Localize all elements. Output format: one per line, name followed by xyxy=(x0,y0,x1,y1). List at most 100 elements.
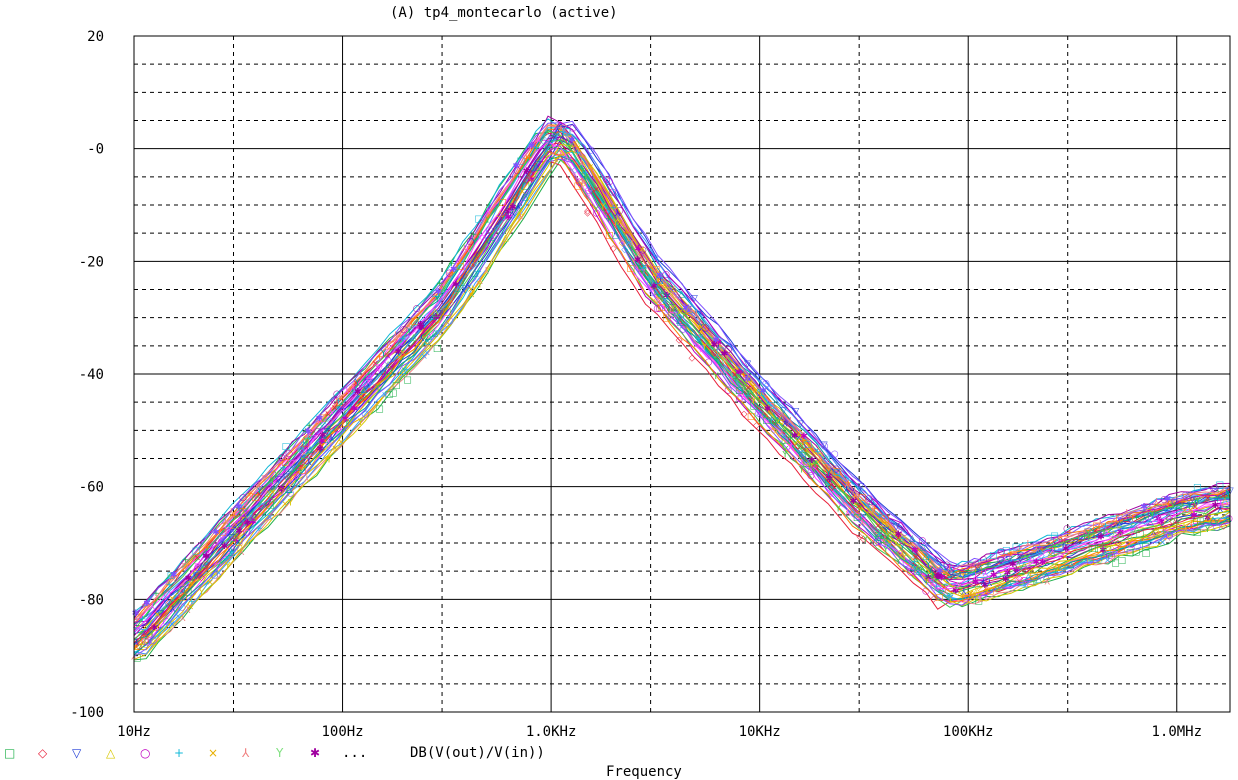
trace-marker: ✱ xyxy=(744,375,752,385)
trace-marker: ○ xyxy=(400,325,408,335)
trace-marker: ◇ xyxy=(369,382,376,392)
trace-marker: ⅄ xyxy=(327,407,334,417)
trace-marker: × xyxy=(943,573,951,583)
trace-marker: + xyxy=(228,547,236,557)
plot-frame xyxy=(133,35,1231,713)
trace-marker: ○ xyxy=(871,498,879,508)
trace-marker: △ xyxy=(522,193,529,203)
trace-marker: × xyxy=(194,554,202,564)
trace-marker: ○ xyxy=(1078,531,1086,541)
trace-marker: + xyxy=(622,228,630,238)
trace-marker: ▽ xyxy=(1171,499,1178,509)
trace-marker: ✱ xyxy=(952,586,960,596)
trace-marker: ◇ xyxy=(619,239,626,249)
trace-marker: △ xyxy=(558,128,565,138)
trace-marker: ○ xyxy=(227,529,235,539)
trace-marker: ✱ xyxy=(972,577,980,587)
trace-marker: ◇ xyxy=(173,589,180,599)
trace-marker: ⅄ xyxy=(632,255,639,265)
trace-marker: △ xyxy=(653,268,660,278)
trace-marker: ◇ xyxy=(753,421,760,431)
trace-marker: ✱ xyxy=(528,142,536,152)
trace-marker: □ xyxy=(266,501,275,511)
trace-marker: + xyxy=(845,478,853,488)
trace-marker: ○ xyxy=(807,467,815,477)
trace-marker: + xyxy=(1066,528,1074,538)
trace-marker: ✱ xyxy=(1157,518,1165,528)
trace-marker: ▽ xyxy=(340,407,347,417)
trace-marker: □ xyxy=(914,567,923,577)
trace-marker: □ xyxy=(218,528,227,538)
trace-marker: + xyxy=(302,427,310,437)
trace-marker: ⅄ xyxy=(460,244,467,254)
trace-marker: × xyxy=(1091,526,1099,536)
trace-marker: ◇ xyxy=(1186,522,1193,532)
trace-marker: + xyxy=(851,492,859,502)
trace-marker: △ xyxy=(546,140,553,150)
trace-marker: △ xyxy=(140,630,147,640)
trace-marker: + xyxy=(246,490,254,500)
trace-marker: ▽ xyxy=(934,583,941,593)
trace-marker: ◇ xyxy=(588,186,595,196)
trace-marker: ○ xyxy=(587,146,595,156)
trace-marker: △ xyxy=(304,451,311,461)
trace-marker: × xyxy=(1159,538,1167,548)
trace-marker: △ xyxy=(757,388,764,398)
trace-marker: + xyxy=(1137,538,1145,548)
trace-marker: △ xyxy=(874,533,881,543)
trace-marker: ○ xyxy=(513,166,521,176)
trace-marker: □ xyxy=(516,157,525,167)
trace-marker: ✱ xyxy=(849,497,857,507)
trace-marker: × xyxy=(255,490,263,500)
trace-marker: + xyxy=(1160,528,1168,538)
trace-marker: + xyxy=(436,279,444,289)
trace-marker: × xyxy=(396,353,404,363)
trace-marker: ◇ xyxy=(1220,522,1227,532)
chart-title: (A) tp4_montecarlo (active) xyxy=(390,5,618,21)
trace-marker: ⅄ xyxy=(1027,556,1034,566)
trace-marker: ▽ xyxy=(1084,527,1091,537)
trace-marker: ▽ xyxy=(1118,518,1125,528)
trace-marker: ◇ xyxy=(1151,527,1158,537)
trace-marker: ◇ xyxy=(621,245,628,255)
trace-marker: ⅄ xyxy=(843,486,850,496)
trace-marker: □ xyxy=(1115,513,1124,523)
trace-marker: ◇ xyxy=(278,487,285,497)
trace-marker: Y xyxy=(895,557,902,567)
trace-marker: ○ xyxy=(901,527,909,537)
trace-marker: △ xyxy=(1133,525,1140,535)
trace-marker: + xyxy=(745,389,753,399)
trace-marker: ◇ xyxy=(494,223,501,233)
trace-marker: ✱ xyxy=(800,432,808,442)
trace-marker: □ xyxy=(1002,546,1011,556)
trace-marker: + xyxy=(605,214,613,224)
trace-marker: ◇ xyxy=(430,319,437,329)
trace-marker: + xyxy=(684,308,692,318)
trace-marker: □ xyxy=(698,323,707,333)
trace-marker: + xyxy=(884,534,892,544)
legend-marker: ▽ xyxy=(72,746,82,760)
trace-marker: × xyxy=(319,437,327,447)
trace-marker: ⅄ xyxy=(946,565,953,575)
trace-marker: ▽ xyxy=(968,562,975,572)
trace-marker: □ xyxy=(1092,521,1101,531)
trace-marker: ✱ xyxy=(1062,544,1070,554)
trace-marker: × xyxy=(697,333,705,343)
trace-marker: ⅄ xyxy=(482,266,489,276)
trace-marker: ▽ xyxy=(164,599,171,609)
trace-marker: ○ xyxy=(609,187,617,197)
trace-marker: ▽ xyxy=(1125,540,1132,550)
trace-marker: ◇ xyxy=(1028,555,1035,565)
trace-marker: ✱ xyxy=(1004,569,1012,579)
trace-marker: ◇ xyxy=(298,445,305,455)
trace-marker: ◇ xyxy=(461,271,468,281)
trace-marker: ◇ xyxy=(1114,538,1121,548)
trace-marker: ✱ xyxy=(895,530,903,540)
trace-marker: + xyxy=(814,447,822,457)
trace-marker: ○ xyxy=(1166,495,1174,505)
trace-marker: ⅄ xyxy=(535,136,542,146)
trace-marker: △ xyxy=(325,424,332,434)
trace-marker: × xyxy=(781,432,789,442)
trace-marker: Y xyxy=(1224,490,1231,500)
trace-marker: Y xyxy=(1169,502,1176,512)
